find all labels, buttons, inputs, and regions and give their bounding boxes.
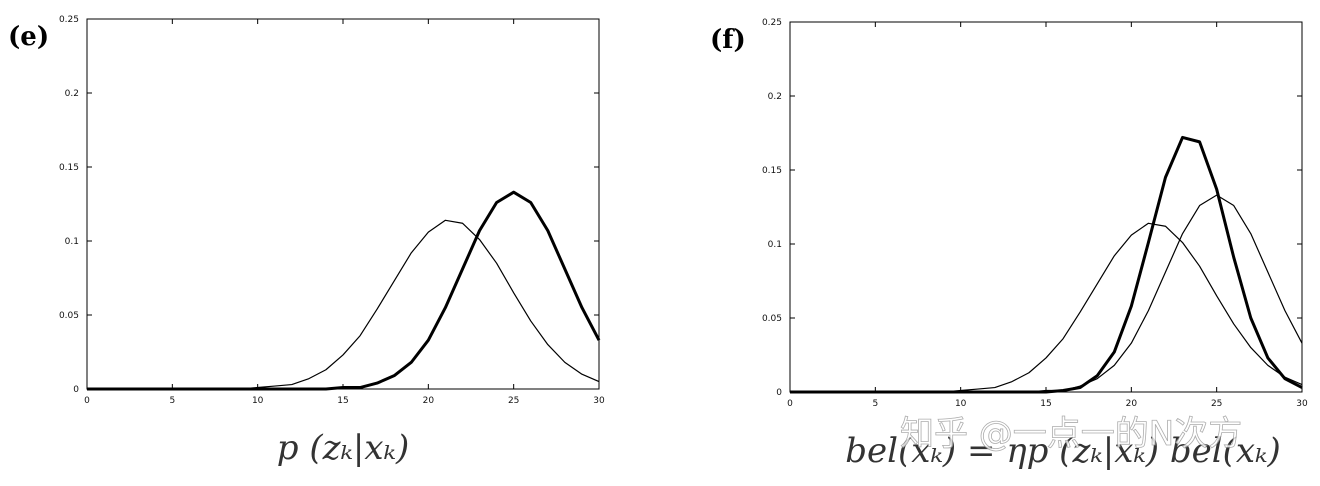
plot-frame	[789, 21, 1303, 393]
x-tick-label: 10	[955, 399, 967, 409]
watermark: 知乎 @一点一的N次方	[900, 414, 1242, 454]
y-tick-label: 0.1	[65, 237, 79, 247]
x-axis-label: bel(xₖ) = ηp (zₖ|xₖ) bel(xₖ)	[845, 431, 1280, 471]
y-tick-label: 0	[73, 385, 79, 395]
x-axis-label: p (zₖ|xₖ)	[277, 428, 409, 468]
x-tick-label: 15	[337, 396, 348, 406]
x-tick-label: 25	[1211, 399, 1222, 409]
x-tick-label: 20	[1126, 399, 1138, 409]
x-tick-label: 30	[593, 396, 605, 406]
y-tick-label: 0.05	[762, 314, 782, 324]
x-tick-label: 5	[169, 396, 175, 406]
x-tick-label: 0	[84, 396, 90, 406]
series-line	[790, 222, 1303, 393]
x-tick-label: 30	[1296, 399, 1308, 409]
x-tick-label: 10	[252, 396, 264, 406]
y-tick-label: 0.2	[65, 89, 79, 99]
y-tick-label: 0.05	[59, 311, 79, 321]
y-tick-label: 0.15	[59, 163, 79, 173]
x-tick-label: 5	[872, 399, 878, 409]
series-line	[790, 135, 1303, 394]
y-tick-label: 0	[776, 388, 782, 398]
x-tick-label: 0	[787, 399, 793, 409]
y-tick-label: 0.15	[762, 166, 782, 176]
y-tick-label: 0.1	[768, 240, 782, 250]
x-tick-label: 25	[508, 396, 519, 406]
y-tick-label: 0.25	[59, 15, 79, 25]
y-tick-label: 0.25	[762, 18, 782, 28]
panel-title: (e)	[8, 22, 49, 52]
x-tick-label: 15	[1040, 399, 1051, 409]
x-tick-label: 20	[423, 396, 435, 406]
plot-frame	[86, 18, 600, 390]
panel-title: (f)	[710, 25, 746, 55]
chart: (e) 0 0.05 0.1 0.15 0.2 0.25 0 5 10 15 20 25 30 p (zₖ|…	[8, 15, 605, 468]
y-tick-label: 0.2	[768, 92, 782, 102]
chart: (f) 0 0.05 0.1 0.15 0.2 0.25 0 5 10 15 20 25 30 bel(xₖ…	[710, 18, 1308, 471]
series-line	[87, 219, 600, 390]
series-line	[87, 190, 601, 391]
